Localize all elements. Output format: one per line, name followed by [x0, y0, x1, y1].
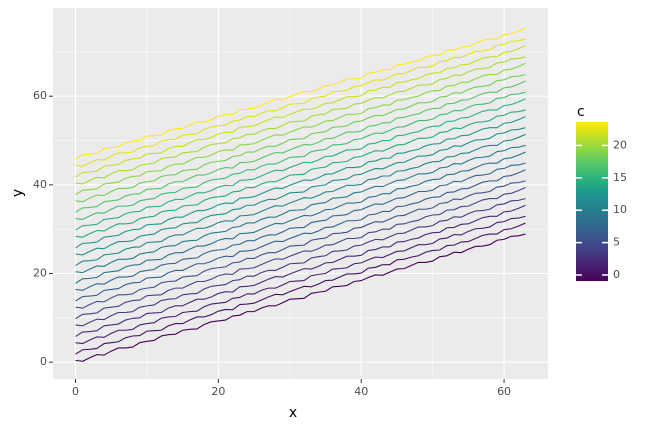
series-line: [75, 187, 526, 320]
series-line: [75, 73, 526, 203]
colorbar-tick-label: 5: [613, 236, 620, 249]
series-line: [75, 116, 526, 249]
series-line: [75, 38, 526, 167]
series-line: [75, 98, 526, 231]
y-axis-title: y: [10, 189, 26, 197]
series-line: [75, 144, 526, 274]
x-axis-title: x: [289, 405, 297, 421]
colorbar-tick-label: 0: [613, 268, 620, 281]
x-tick-label: 40: [354, 385, 368, 398]
series-line: [75, 62, 526, 196]
colorbar-tick-label: 20: [613, 138, 627, 151]
series-line: [75, 169, 526, 302]
series-line: [75, 215, 526, 345]
series-line: [75, 27, 526, 160]
colorbar-tick-label: 10: [613, 203, 627, 216]
series-line: [75, 204, 526, 337]
series-line: [75, 198, 526, 327]
colorbar-tick-label: 15: [613, 171, 627, 184]
y-tick-label: 20: [33, 267, 47, 280]
series-line: [75, 45, 526, 178]
series-line: [75, 109, 526, 238]
x-tick-label: 60: [497, 385, 511, 398]
x-tick-label: 20: [211, 385, 225, 398]
series-line: [75, 151, 526, 284]
y-tick-label: 0: [40, 355, 47, 368]
series-line: [75, 127, 526, 256]
series-line: [75, 133, 526, 266]
series-line: [75, 162, 526, 291]
x-tick-label: 0: [72, 385, 79, 398]
series-line: [75, 233, 526, 362]
series-line: [75, 56, 526, 185]
colorbar: [576, 122, 608, 281]
series-line: [75, 91, 526, 220]
series-line: [75, 222, 526, 355]
series-line: [75, 180, 526, 309]
y-tick-label: 40: [33, 178, 47, 191]
colorbar-title: c: [577, 104, 585, 120]
y-tick-label: 60: [33, 89, 47, 102]
series-line: [75, 80, 526, 213]
